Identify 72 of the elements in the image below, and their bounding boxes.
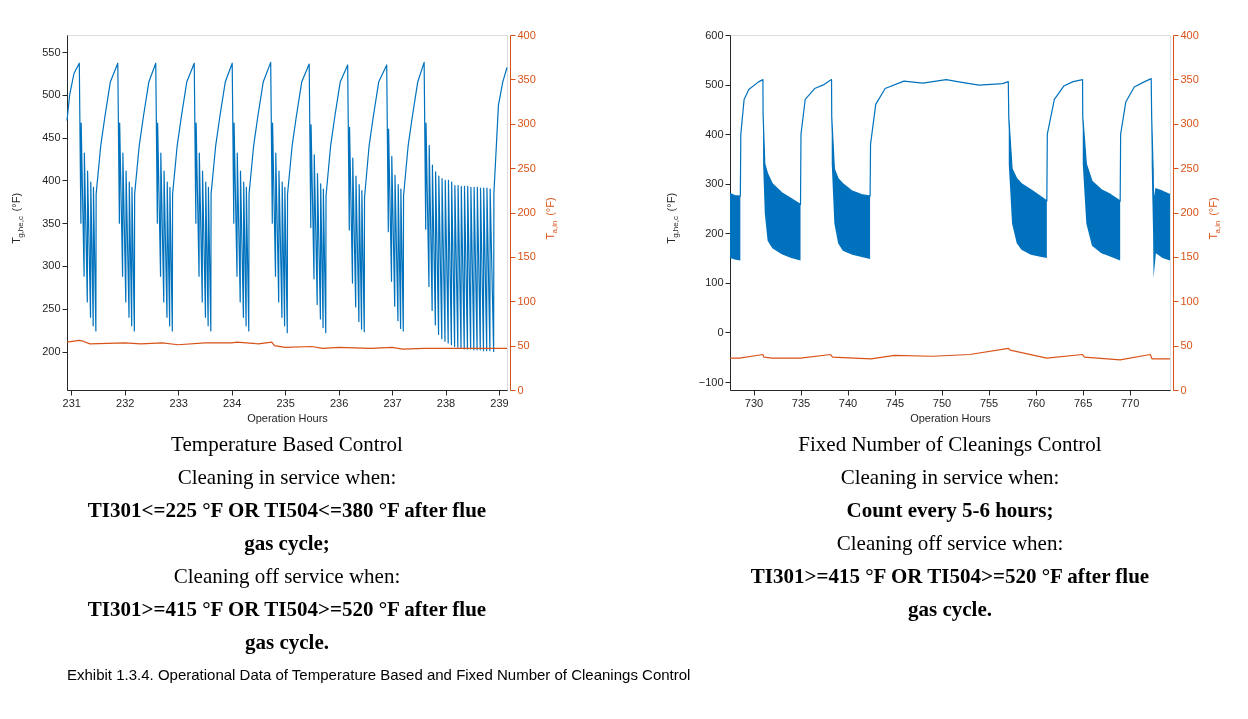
x-tick-label: 755: [979, 396, 999, 409]
y-tick-label: 600: [705, 28, 724, 41]
x-tick-label: 237: [383, 396, 402, 409]
y2-tick-label: 50: [1180, 339, 1193, 352]
text: TI301>=415 °F OR TI504>=520 °F after flue gas cycle.: [750, 563, 1150, 621]
text: TI301<=225 °F OR TI504<=380 °F after flue gas cycle;: [87, 497, 487, 555]
line-series: [66, 61, 508, 353]
x-tick-label: 232: [116, 396, 135, 409]
x-tick-label: 235: [276, 396, 295, 409]
y2-tick-label: 350: [517, 72, 536, 85]
y2-tick-label: 50: [517, 339, 530, 352]
text: Count every 5-6 hours;: [846, 497, 1054, 522]
y-tick-label: 350: [42, 216, 61, 229]
x-tick-label: 740: [838, 396, 858, 409]
line-series: [729, 347, 1171, 361]
x-tick-label: 750: [932, 396, 952, 409]
y-tick-label: 550: [42, 45, 61, 58]
y2-axis-title: Ta,in (°F): [544, 197, 559, 240]
y-tick-label: 200: [42, 345, 61, 358]
y-axis-title: Tg,he,c (°F): [10, 192, 25, 244]
y2-tick-label: 250: [517, 161, 536, 174]
text: Cleaning in service when:: [840, 464, 1060, 489]
x-tick-label: 236: [329, 396, 349, 409]
line-series: [66, 339, 508, 350]
y-tick-label: 250: [42, 302, 61, 315]
x-tick-label: 234: [222, 396, 242, 409]
y2-tick-label: 150: [1180, 250, 1199, 263]
y2-tick-label: 200: [1180, 206, 1199, 218]
y2-tick-label: 200: [517, 206, 536, 218]
y2-tick-label: 150: [517, 250, 536, 263]
y-tick-label: 400: [705, 127, 724, 140]
x-tick-label: 233: [169, 396, 188, 409]
text: Cleaning in service when:: [177, 464, 397, 489]
y2-tick-label: 300: [517, 117, 536, 130]
y-tick-label: 300: [42, 259, 61, 272]
x-tick-label: 765: [1073, 396, 1093, 409]
y-tick-label: 100: [705, 276, 724, 289]
x-axis-title: Operation Hours: [247, 411, 329, 424]
y2-tick-label: 100: [1180, 294, 1199, 307]
y2-tick-label: 0: [1180, 383, 1187, 396]
text: Cleaning off service when:: [836, 530, 1064, 555]
y-tick-label: 200: [705, 226, 724, 239]
text: Exhibit 1.3.4. Operational Data of Temperature Based and Fixed Number of Cleanings Control: [67, 666, 691, 683]
x-tick-label: 735: [791, 396, 811, 409]
x-tick-label: 238: [436, 396, 456, 409]
y2-tick-label: 250: [1180, 161, 1199, 174]
x-axis-title: Operation Hours: [910, 411, 992, 424]
y-tick-label: 300: [705, 177, 724, 190]
y2-axis-title: Ta,in (°F): [1207, 197, 1222, 240]
x-tick-label: 730: [744, 396, 764, 409]
y-tick-label: 500: [42, 88, 61, 101]
text: Cleaning off service when:: [173, 563, 401, 588]
y-tick-label: 450: [42, 131, 61, 144]
x-tick-label: 239: [490, 396, 509, 409]
text: Temperature Based Control: [171, 431, 404, 456]
x-tick-label: 231: [62, 396, 81, 409]
y-tick-label: 400: [42, 173, 61, 186]
x-tick-label: 760: [1026, 396, 1046, 409]
y-tick-label: 500: [705, 78, 724, 91]
y2-tick-label: 0: [517, 383, 524, 396]
y2-tick-label: 400: [1180, 28, 1199, 41]
y-tick-label: −100: [698, 375, 724, 388]
y2-tick-label: 100: [517, 294, 536, 307]
y-tick-label: 0: [717, 325, 724, 338]
y2-tick-label: 300: [1180, 117, 1199, 130]
y2-tick-label: 400: [517, 28, 536, 41]
x-tick-label: 745: [885, 396, 905, 409]
y2-tick-label: 350: [1180, 72, 1199, 85]
text: TI301>=415 °F OR TI504>=520 °F after flue gas cycle.: [87, 596, 487, 654]
text: Fixed Number of Cleanings Control: [798, 431, 1102, 456]
x-tick-label: 770: [1120, 396, 1140, 409]
y-axis-title: Tg,he,c (°F): [665, 192, 680, 244]
